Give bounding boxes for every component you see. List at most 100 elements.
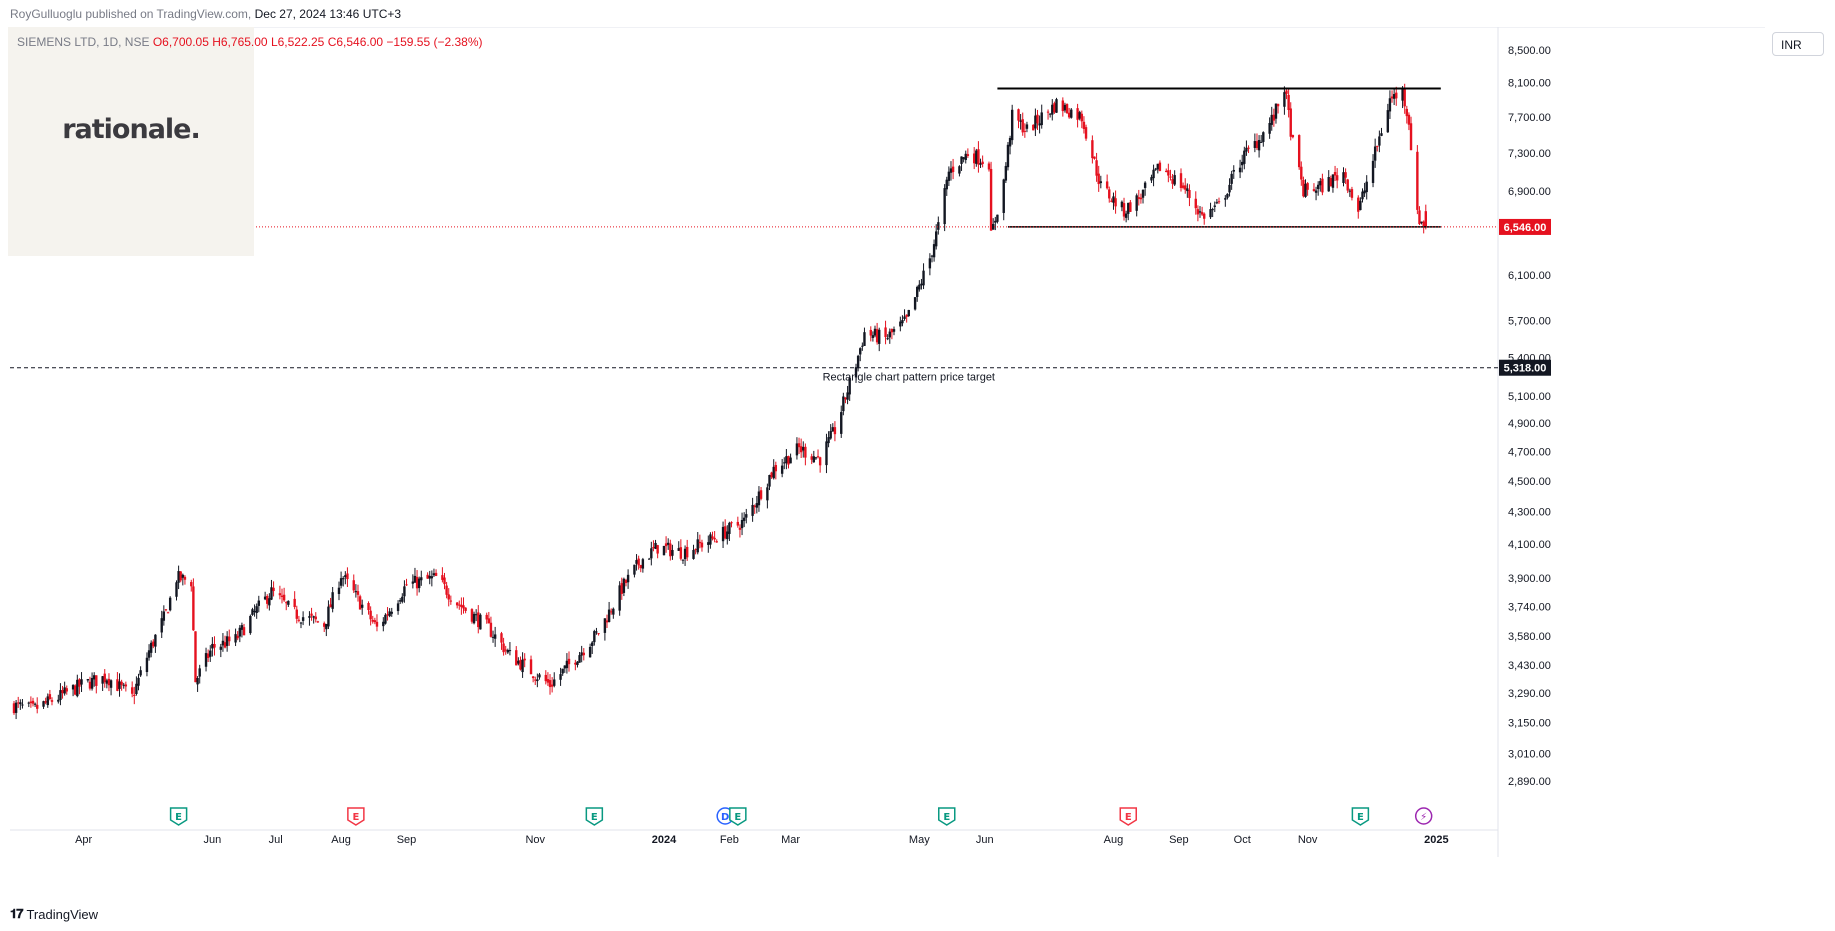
candle-body — [1120, 201, 1124, 208]
x-tick-label: Jun — [203, 834, 221, 846]
candle-body — [139, 670, 142, 676]
candle-body — [622, 578, 626, 593]
candle-body — [1359, 200, 1362, 211]
y-tick-label: 4,100.00 — [1508, 539, 1551, 551]
candle-body — [369, 610, 372, 620]
candle-body — [713, 537, 716, 540]
candle-body — [907, 309, 910, 316]
candle-body — [715, 541, 718, 543]
x-tick-label: Aug — [331, 834, 351, 846]
candle-body — [943, 188, 946, 225]
candle-body — [987, 163, 991, 170]
candle-body — [548, 680, 552, 688]
candle-body — [14, 702, 18, 713]
candle-body — [679, 547, 683, 559]
candle-body — [1017, 109, 1020, 121]
candle-body — [664, 543, 668, 547]
candle-body — [166, 612, 170, 614]
candle-body — [168, 597, 172, 611]
candle-body — [257, 600, 260, 606]
candle-body — [164, 609, 168, 611]
candle-body — [181, 574, 185, 578]
candle-body — [626, 574, 630, 583]
candle-body — [27, 702, 30, 704]
candle-body — [561, 668, 564, 674]
candle-body — [388, 611, 391, 617]
candle-body — [177, 571, 180, 583]
candle-body — [272, 587, 275, 592]
candle-body — [610, 611, 613, 613]
candle-body — [1179, 173, 1183, 188]
candle-body — [447, 594, 450, 600]
event-marker-label: E — [591, 812, 598, 823]
chart-area[interactable]: 8,500.00 8,100.00 7,700.00 7,300.00 6,900.00… — [10, 27, 1765, 898]
candle-body — [411, 581, 415, 584]
candle-body — [255, 606, 258, 614]
candle-body — [960, 156, 963, 164]
candle-body — [1196, 209, 1200, 215]
candle-body — [669, 543, 672, 557]
symbol-name: SIEMENS LTD, 1D, NSE — [17, 35, 150, 49]
candle-body — [827, 437, 830, 444]
candle-body — [1200, 212, 1204, 215]
upcoming-earnings-icon — [1414, 807, 1433, 825]
candle-body — [17, 702, 20, 704]
candle-body — [1232, 169, 1235, 172]
candle-body — [1217, 201, 1221, 203]
candle-body — [426, 574, 429, 579]
candle-body — [529, 659, 533, 675]
candle-body — [249, 615, 252, 634]
candle-body — [844, 397, 847, 400]
chart-svg[interactable]: 8,500.00 8,100.00 7,700.00 7,300.00 6,900.00… — [10, 27, 1765, 898]
candle-body — [711, 536, 714, 539]
candle-body — [1291, 135, 1295, 138]
candle-body — [472, 613, 476, 624]
candle-body — [1209, 209, 1212, 218]
candle-body — [405, 584, 408, 586]
candle-body — [802, 447, 805, 451]
candle-body — [654, 542, 657, 549]
candle-body — [31, 700, 35, 704]
currency-button[interactable]: INR — [1772, 32, 1824, 56]
candle-body — [922, 270, 925, 286]
candle-body — [1215, 202, 1219, 204]
footer-brand: TradingView — [26, 906, 99, 922]
candle-body — [1285, 90, 1288, 94]
y-tick-label: 4,700.00 — [1508, 446, 1551, 458]
candle-body — [1188, 190, 1191, 199]
candle-body — [236, 635, 239, 639]
candle-body — [12, 703, 16, 714]
candle-body — [280, 595, 284, 597]
candle-body — [135, 683, 138, 695]
candle-body — [228, 636, 231, 642]
candle-body — [565, 660, 569, 669]
candle-body — [810, 456, 813, 460]
candle-body — [183, 576, 187, 580]
candle-body — [50, 700, 54, 702]
candle-body — [162, 611, 166, 621]
x-tick-label: Sep — [1169, 834, 1189, 846]
candle-body — [1023, 130, 1027, 132]
candle-body — [1304, 183, 1307, 197]
candle-body — [297, 619, 301, 621]
candle-body — [1302, 179, 1305, 197]
candle-body — [1091, 140, 1094, 159]
earnings-miss-icon — [1119, 807, 1137, 826]
low-value: L6,522.25 — [270, 35, 325, 49]
candle-body — [550, 684, 554, 687]
candle-body — [390, 611, 393, 614]
candle-body — [859, 348, 862, 355]
candle-body — [694, 549, 697, 551]
candle-body — [1365, 181, 1368, 193]
candle-body — [88, 681, 92, 689]
tradingview-footer: 𝟏𝟕 TradingView — [10, 906, 98, 922]
candle-body — [401, 596, 404, 602]
candle-body — [812, 456, 816, 463]
tradingview-logo-icon: 𝟏𝟕 — [10, 906, 24, 921]
candle-body — [918, 284, 921, 290]
candle-body — [329, 604, 332, 608]
candle-body — [206, 653, 210, 658]
candle-body — [331, 592, 334, 609]
candle-body — [1230, 173, 1233, 184]
candle-body — [888, 331, 891, 338]
